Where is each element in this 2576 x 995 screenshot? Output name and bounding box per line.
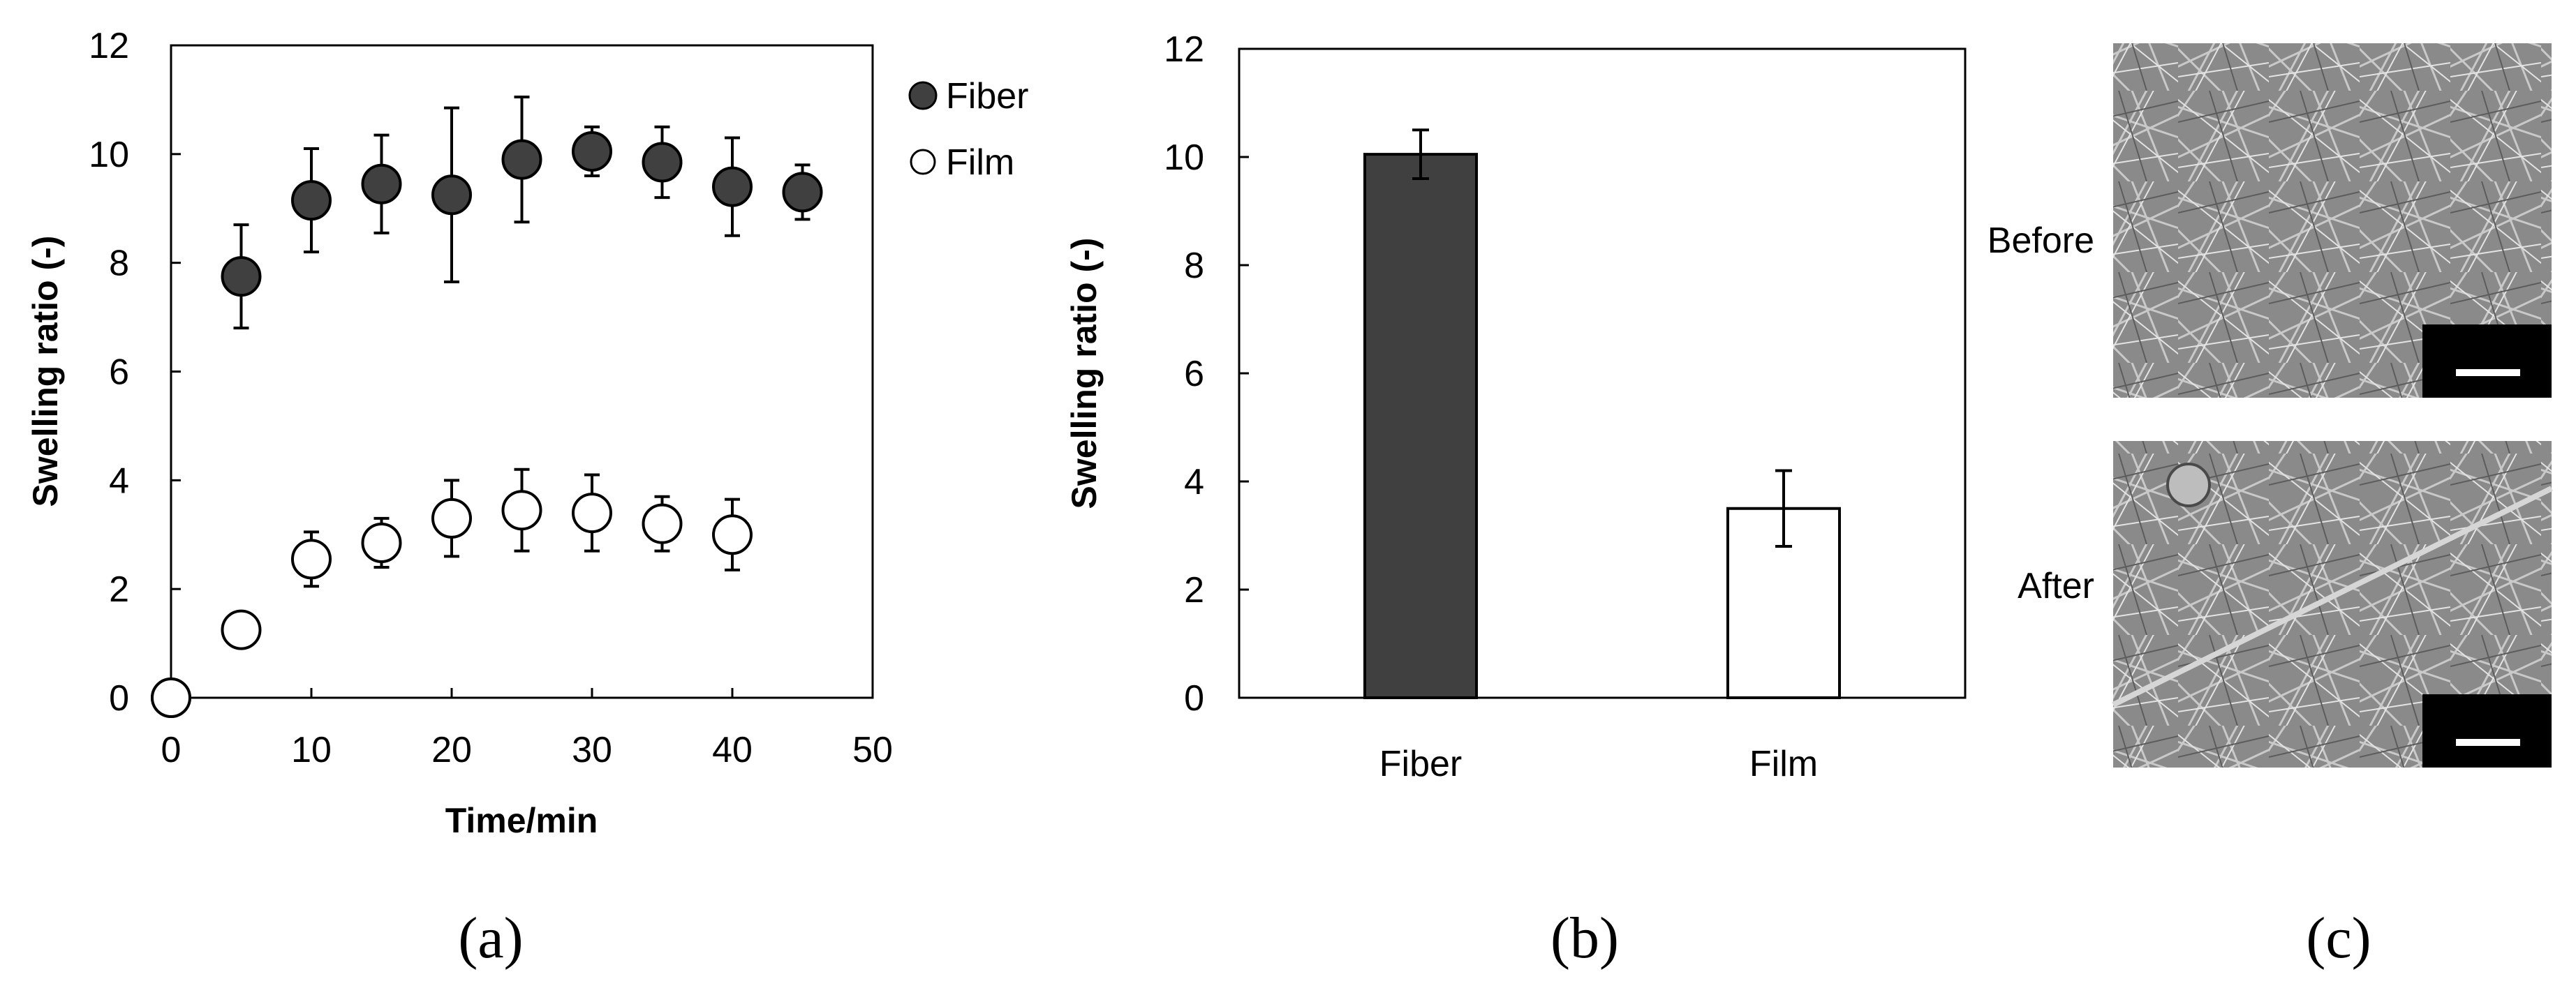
chart-a-x-tick-label: 50: [852, 730, 893, 770]
chart-b-bars: Fiber Film: [1363, 128, 1841, 784]
chart-a-fiber-point: [291, 180, 332, 221]
label-before: Before: [1987, 220, 2094, 261]
chart-b-bar-fiber: [1363, 153, 1478, 699]
chart-a-fiber-point: [361, 163, 402, 204]
chart-a-x-tick-label: 10: [291, 730, 332, 770]
chart-b-y-tick-label: 12: [1164, 29, 1204, 70]
sem-bead: [2166, 463, 2211, 507]
chart-b-y-tick-label: 4: [1184, 462, 1204, 502]
chart-a-swelling-vs-time: 0 2 4 6 8 10 12 0 10 20 30 40 50 Swelling ratio (-)…: [26, 26, 1028, 840]
chart-b-y-tick-label: 6: [1184, 354, 1204, 394]
chart-a-fiber-point: [642, 142, 683, 183]
panel-label-b: (b): [1550, 906, 1619, 971]
chart-a-fiber-point: [782, 172, 823, 213]
chart-a-legend: Fiber Film: [908, 76, 1028, 183]
label-after: After: [2018, 566, 2094, 606]
chart-a-fiber-point: [221, 256, 262, 297]
chart-a-y-tick-label: 4: [109, 461, 129, 501]
chart-b-y-tick-label: 10: [1164, 137, 1204, 178]
chart-a-y-tick-label: 10: [89, 135, 129, 175]
chart-b-y-tick-label: 0: [1184, 678, 1204, 719]
scale-bar-before: [2456, 369, 2520, 376]
chart-a-film-point: [361, 522, 402, 563]
chart-a-x-axis-label: Time/min: [445, 801, 598, 840]
chart-a-fiber-point: [712, 166, 753, 207]
legend-fiber-label: Fiber: [946, 76, 1028, 117]
chart-b-y-tick-label: 2: [1184, 570, 1204, 611]
chart-b-swelling-bar: 0 2 4 6 8 10 12 Fiber Film Swelling ratio (-): [1065, 29, 1967, 784]
scale-bar-box-after: [2422, 694, 2552, 768]
chart-b-y-tick-label: 8: [1184, 246, 1204, 286]
chart-b-y-ticks: 0 2 4 6 8 10 12: [1164, 29, 1249, 719]
chart-a-fiber-point: [501, 139, 542, 180]
chart-a-data-points: [151, 96, 823, 718]
chart-b-y-axis-label: Swelling ratio (-): [1065, 238, 1104, 509]
chart-a-film-point: [572, 493, 612, 534]
sem-image-before: [2113, 43, 2552, 398]
chart-a-y-tick-label: 8: [109, 244, 129, 284]
scale-bar-box-before: [2422, 324, 2552, 398]
chart-b-category-label: Film: [1749, 744, 1818, 784]
chart-a-film-point: [642, 503, 683, 544]
chart-a-x-tick-label: 30: [572, 730, 612, 770]
panel-label-c: (c): [2306, 906, 2371, 971]
chart-a-film-point: [431, 498, 472, 539]
sem-thick-fiber: [2112, 486, 2553, 708]
chart-b-error-bar-fiber: [1412, 128, 1429, 180]
scale-bar-after: [2456, 739, 2520, 746]
chart-a-x-tick-label: 20: [431, 730, 472, 770]
chart-a-film-point: [501, 490, 542, 531]
panel-c-sem-images: Before After: [1987, 43, 2553, 768]
chart-a-x-ticks: 0 10 20 30 40 50: [161, 688, 893, 770]
chart-a-y-axis-label: Swelling ratio (-): [26, 236, 65, 507]
chart-a-fiber-point: [431, 174, 472, 216]
chart-a-y-tick-label: 0: [109, 678, 129, 719]
chart-a-film-point: [221, 609, 262, 650]
sem-image-after: [2112, 441, 2553, 768]
legend-film-label: Film: [946, 142, 1014, 183]
chart-a-y-tick-label: 2: [109, 569, 129, 610]
panel-label-a: (a): [458, 906, 523, 971]
legend-fiber-marker: [908, 81, 938, 110]
chart-a-x-tick-label: 0: [161, 730, 182, 770]
chart-b-plot-frame: [1238, 47, 1967, 699]
legend-film-marker: [910, 149, 936, 175]
chart-a-y-ticks: 0 2 4 6 8 10 12: [89, 26, 181, 719]
chart-a-x-tick-label: 40: [712, 730, 753, 770]
chart-a-y-tick-label: 12: [89, 26, 129, 66]
chart-b-error-bar-film: [1775, 469, 1792, 548]
chart-a-film-point: [712, 514, 753, 555]
chart-b-category-label: Fiber: [1379, 744, 1462, 784]
chart-a-fiber-point: [572, 130, 612, 172]
chart-a-y-tick-label: 6: [109, 352, 129, 393]
chart-a-film-point: [291, 539, 332, 580]
chart-a-film-point: [151, 678, 191, 718]
